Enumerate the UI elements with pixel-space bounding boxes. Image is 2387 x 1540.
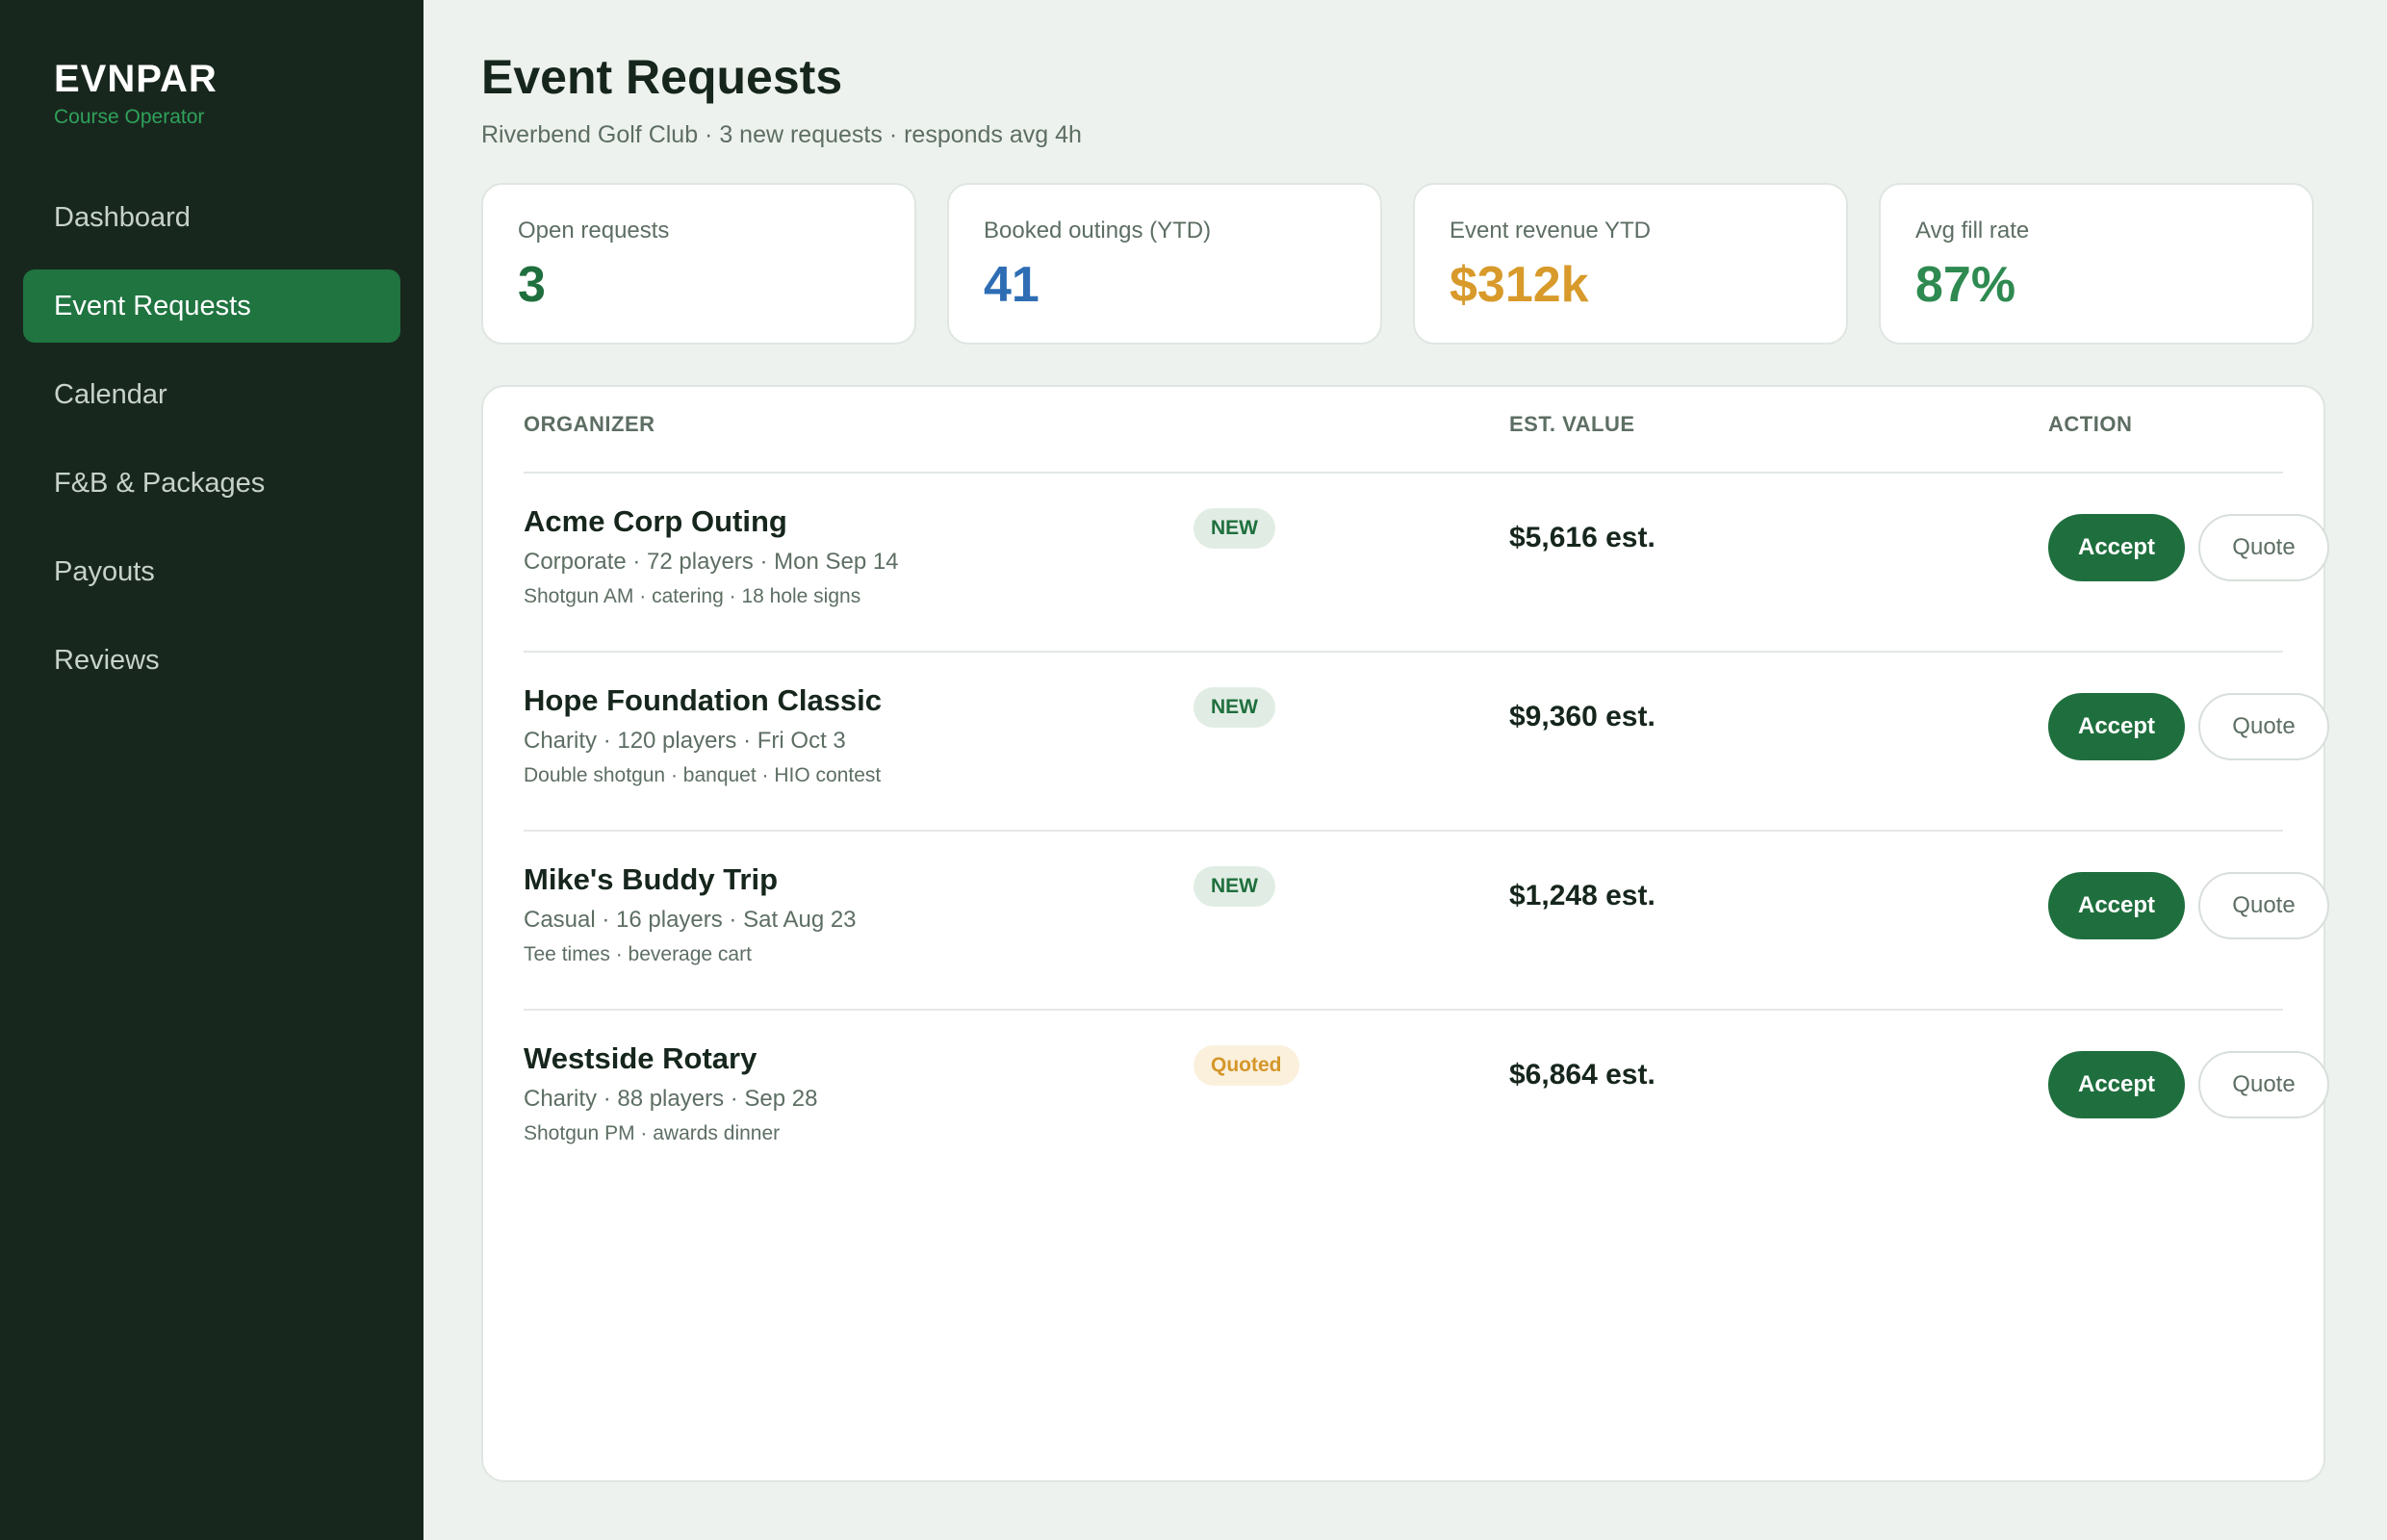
sidebar-item-fb-packages[interactable]: F&B & Packages xyxy=(54,468,266,499)
organizer-meta: Charity · 120 players · Fri Oct 3 xyxy=(524,728,846,754)
sidebar-item-reviews[interactable]: Reviews xyxy=(54,645,160,676)
stats-row: Open requests 3 Booked outings (YTD) 41 … xyxy=(481,183,2329,345)
stat-value: $312k xyxy=(1450,257,1589,313)
stat-value: 41 xyxy=(984,257,1040,313)
organizer-meta: Corporate · 72 players · Mon Sep 14 xyxy=(524,549,899,575)
table-row: Mike's Buddy Trip Casual · 16 players · … xyxy=(524,832,2329,1011)
requests-table: ORGANIZER EST. VALUE ACTION Acme Corp Ou… xyxy=(481,385,2329,1482)
sidebar-nav: Dashboard Event Requests Calendar F&B & … xyxy=(23,181,400,697)
stat-label: Booked outings (YTD) xyxy=(984,218,1212,244)
stat-card-fill-rate: Avg fill rate 87% xyxy=(1879,183,2314,345)
table-header: ORGANIZER EST. VALUE ACTION xyxy=(524,387,2283,474)
organizer-details: Double shotgun · banquet · HIO contest xyxy=(524,764,882,786)
accept-button[interactable]: Accept xyxy=(2048,1051,2185,1118)
stat-card-event-revenue: Event revenue YTD $312k xyxy=(1413,183,1848,345)
brand-subtitle: Course Operator xyxy=(54,106,205,128)
quote-button[interactable]: Quote xyxy=(2198,693,2329,760)
column-header-organizer: ORGANIZER xyxy=(524,412,655,436)
column-header-action: ACTION xyxy=(2048,412,2133,436)
brand: EVNPAR Course Operator xyxy=(23,56,400,129)
accept-button[interactable]: Accept xyxy=(2048,872,2185,939)
stat-label: Avg fill rate xyxy=(1915,218,2030,244)
page-subtitle: Riverbend Golf Club · 3 new requests · r… xyxy=(481,121,1082,148)
quote-button[interactable]: Quote xyxy=(2198,514,2329,581)
table-row: Acme Corp Outing Corporate · 72 players … xyxy=(524,474,2329,653)
stat-value: 87% xyxy=(1915,257,2016,313)
sidebar-item-calendar[interactable]: Calendar xyxy=(54,379,167,410)
est-value: $9,360 est. xyxy=(1509,701,1656,732)
stat-card-open-requests: Open requests 3 xyxy=(481,183,916,345)
organizer-name: Acme Corp Outing xyxy=(524,504,787,538)
organizer-details: Shotgun PM · awards dinner xyxy=(524,1122,781,1144)
est-value: $6,864 est. xyxy=(1509,1059,1656,1091)
organizer-name: Mike's Buddy Trip xyxy=(524,862,779,896)
organizer-details: Shotgun AM · catering · 18 hole signs xyxy=(524,585,861,607)
stat-card-booked-outings: Booked outings (YTD) 41 xyxy=(947,183,1382,345)
stat-value: 3 xyxy=(518,257,546,313)
brand-name: EVNPAR xyxy=(54,58,218,100)
status-badge: NEW xyxy=(1194,687,1275,728)
sidebar-item-payouts[interactable]: Payouts xyxy=(54,556,155,587)
sidebar-item-dashboard[interactable]: Dashboard xyxy=(54,202,191,233)
status-badge: NEW xyxy=(1194,508,1275,549)
organizer-name: Westside Rotary xyxy=(524,1041,757,1075)
accept-button[interactable]: Accept xyxy=(2048,514,2185,581)
quote-button[interactable]: Quote xyxy=(2198,872,2329,939)
quote-button[interactable]: Quote xyxy=(2198,1051,2329,1118)
est-value: $1,248 est. xyxy=(1509,880,1656,911)
page-title: Event Requests xyxy=(481,50,843,104)
organizer-meta: Casual · 16 players · Sat Aug 23 xyxy=(524,907,857,933)
status-badge: Quoted xyxy=(1194,1045,1299,1086)
sidebar: EVNPAR Course Operator Dashboard Event R… xyxy=(0,0,424,1540)
column-header-est-value: EST. VALUE xyxy=(1509,412,1635,436)
accept-button[interactable]: Accept xyxy=(2048,693,2185,760)
stat-label: Open requests xyxy=(518,218,670,244)
sidebar-item-event-requests[interactable]: Event Requests xyxy=(23,270,400,343)
main-content: Event Requests Riverbend Golf Club · 3 n… xyxy=(424,0,2387,1540)
est-value: $5,616 est. xyxy=(1509,522,1656,553)
table-row: Hope Foundation Classic Charity · 120 pl… xyxy=(524,653,2329,832)
organizer-details: Tee times · beverage cart xyxy=(524,943,752,965)
table-row: Westside Rotary Charity · 88 players · S… xyxy=(524,1011,2329,1188)
status-badge: NEW xyxy=(1194,866,1275,907)
organizer-meta: Charity · 88 players · Sep 28 xyxy=(524,1086,818,1112)
organizer-name: Hope Foundation Classic xyxy=(524,683,883,717)
stat-label: Event revenue YTD xyxy=(1450,218,1652,244)
